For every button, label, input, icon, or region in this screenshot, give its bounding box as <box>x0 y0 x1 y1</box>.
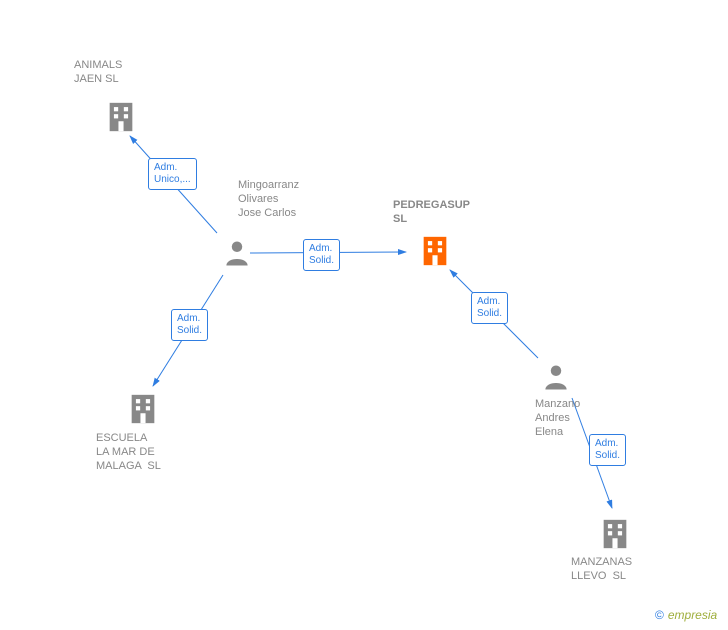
building-icon <box>598 517 632 551</box>
building-icon <box>126 392 160 426</box>
building-icon <box>104 100 138 134</box>
edge-label: Adm. Solid. <box>303 239 340 271</box>
footer-brand: empresia <box>668 608 717 622</box>
person-icon <box>222 238 252 268</box>
building-icon <box>598 517 632 551</box>
node-label: ESCUELA LA MAR DE MALAGA SL <box>96 432 161 473</box>
node-label: ANIMALS JAEN SL <box>74 59 122 87</box>
node-label: MANZANAS LLEVO SL <box>571 556 632 584</box>
building-icon <box>104 100 138 134</box>
node-label: PEDREGASUP SL <box>393 199 470 227</box>
edge-label: Adm. Solid. <box>589 434 626 466</box>
building-icon <box>418 234 452 268</box>
person-icon <box>222 238 252 268</box>
person-icon <box>541 362 571 392</box>
node-label: Manzano Andres Elena <box>535 398 580 439</box>
building-icon <box>418 234 452 268</box>
node-label: Mingoarranz Olivares Jose Carlos <box>238 179 299 220</box>
edge-label: Adm. Solid. <box>171 309 208 341</box>
edge-label: Adm. Solid. <box>471 292 508 324</box>
edge-label: Adm. Unico,... <box>148 158 197 190</box>
person-icon <box>541 362 571 392</box>
copyright-symbol: © <box>655 608 664 622</box>
building-icon <box>126 392 160 426</box>
footer-attribution: © empresia <box>655 608 717 622</box>
